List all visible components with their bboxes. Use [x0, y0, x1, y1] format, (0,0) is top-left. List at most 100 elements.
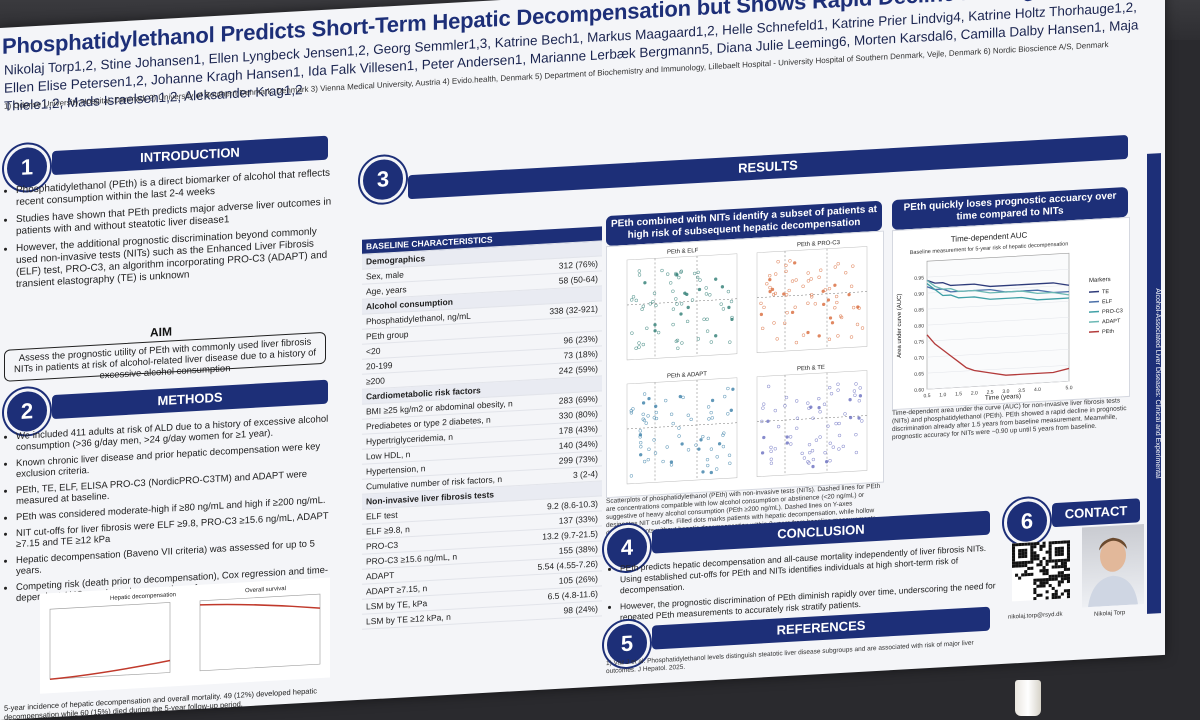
scatter-point: [710, 398, 715, 403]
qr-module: [1012, 552, 1016, 556]
auc-ytick: 0.95: [914, 275, 924, 282]
qr-module: [1015, 573, 1019, 577]
scatter-point: [642, 459, 647, 464]
scatter-point: [671, 421, 675, 426]
auc-gridline: [927, 380, 1069, 390]
qr-module: [1048, 574, 1052, 579]
scatter-point: [835, 300, 839, 305]
contact-email[interactable]: nikolaj.torp@rsyd.dk: [1008, 611, 1063, 621]
scatter-point: [807, 442, 812, 447]
auc-subtitle: Baseline measurement for 5-year risk of …: [910, 241, 1069, 256]
auc-series-pro-c3: [926, 283, 1069, 301]
scatter-point: [838, 314, 843, 318]
qr-module: [1024, 573, 1028, 577]
qr-module: [1012, 546, 1016, 550]
scatter-point: [683, 291, 687, 295]
scatter-point: [671, 289, 675, 293]
qr-module: [1063, 540, 1067, 544]
qr-module: [1015, 564, 1019, 568]
scatter-point: [721, 444, 726, 449]
qr-module: [1033, 590, 1037, 595]
auc-xlabel: Time (years): [985, 393, 1021, 402]
scatter-point: [817, 275, 821, 279]
survival-plots-svg: Hepatic decompensation Overall survival: [49, 586, 321, 680]
row-value: 155 (38%): [558, 543, 598, 556]
scatter-point: [821, 289, 825, 293]
qr-module: [1057, 583, 1061, 587]
scatter-point: [784, 293, 789, 297]
qr-module: [1042, 565, 1046, 570]
scatter-point: [647, 396, 651, 401]
scatter-point: [837, 433, 842, 438]
qr-module: [1048, 553, 1052, 557]
scatter-point: [847, 292, 851, 297]
qr-module: [1018, 542, 1022, 547]
scatter-point: [769, 449, 773, 453]
scatter-point: [771, 292, 776, 297]
scatter-point: [669, 412, 674, 416]
scatter-point: [634, 346, 638, 350]
scatter-point: [637, 341, 641, 345]
scatter-point: [843, 412, 847, 416]
qr-module: [1054, 550, 1058, 554]
qr-module: [1054, 559, 1058, 563]
auc-gridline: [927, 268, 1069, 278]
qr-module: [1048, 577, 1052, 582]
qr-module: [1030, 542, 1034, 546]
scatter-point: [705, 317, 709, 321]
auc-chart: Time-dependent AUC Baseline measurement …: [897, 231, 1123, 402]
scatter-point: [768, 278, 772, 282]
scatter-point: [770, 287, 775, 292]
scatter-point: [817, 396, 821, 401]
scatter-point: [719, 302, 723, 306]
scatter-point: [630, 331, 634, 335]
qr-module: [1033, 581, 1037, 585]
scatter-title-2: PEth & PRO-C3: [797, 240, 841, 248]
scatter-point: [833, 283, 837, 287]
qr-module: [1021, 542, 1025, 546]
qr-module: [1012, 555, 1016, 559]
qr-module: [1045, 550, 1049, 554]
qr-module: [1012, 561, 1016, 565]
scatter-point: [834, 421, 838, 426]
qr-code[interactable]: [1012, 540, 1071, 602]
qr-module: [1018, 561, 1022, 565]
scatter-point: [674, 297, 678, 301]
qr-module: [1066, 576, 1071, 581]
scatter-point: [761, 406, 765, 410]
qr-module: [1018, 564, 1022, 568]
scatter-point: [768, 285, 772, 290]
scatter-point: [686, 413, 690, 417]
scatter-point: [769, 457, 773, 461]
qr-module: [1051, 592, 1055, 597]
scatter-point: [828, 385, 832, 390]
scatter-point: [789, 442, 793, 446]
scatter-point: [860, 419, 864, 423]
scatter-point: [707, 417, 711, 421]
auc-ytick: 0.85: [914, 307, 924, 314]
scatter-point: [715, 455, 719, 459]
scatter-point: [806, 401, 810, 405]
scatter-point: [783, 321, 787, 325]
qr-module: [1045, 590, 1049, 594]
scatter-point: [709, 340, 713, 344]
scatter-point: [761, 326, 765, 331]
qr-module: [1033, 557, 1037, 561]
aim-label: AIM: [150, 324, 172, 340]
qr-module: [1048, 556, 1052, 560]
scatter-point: [793, 305, 797, 309]
scatter-point: [686, 448, 691, 452]
qr-module: [1057, 565, 1061, 569]
scatter-title-3: PEth & ADAPT: [667, 371, 707, 379]
row-value: 105 (26%): [558, 573, 598, 586]
scatter-point: [660, 268, 664, 273]
plot1-frame: [49, 602, 171, 680]
scatter-point: [774, 272, 778, 276]
scatter-point: [773, 447, 777, 451]
scatter-point: [857, 416, 861, 420]
scatter-point: [654, 410, 658, 415]
row-label: ELF ≥9.8, n: [366, 524, 410, 537]
scatter-point: [794, 340, 799, 345]
scatter-point: [814, 438, 819, 442]
scatter-point: [826, 298, 831, 302]
